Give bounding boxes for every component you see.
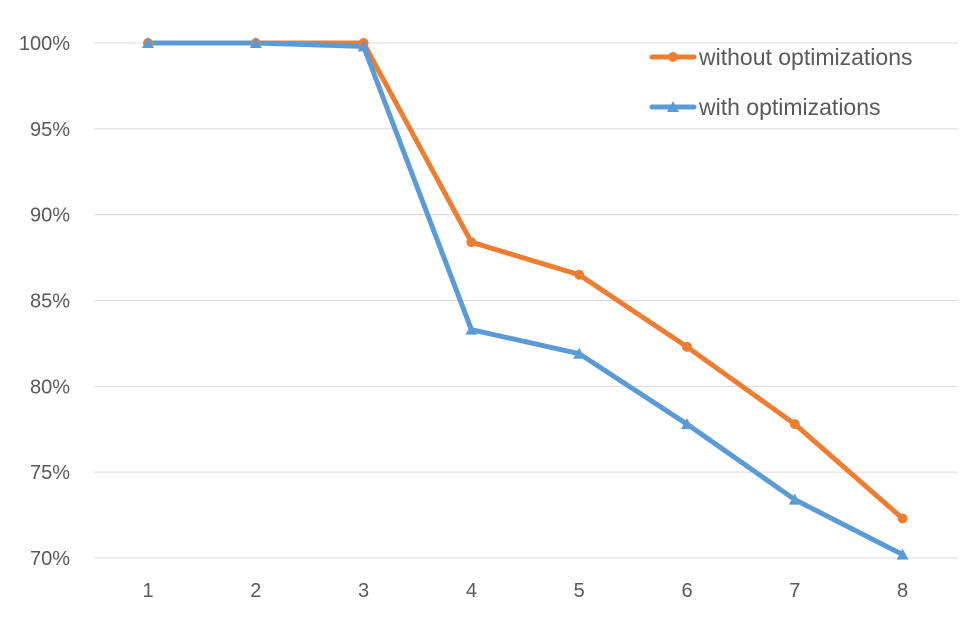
series-markers — [142, 37, 909, 560]
x-tick-label: 8 — [897, 580, 908, 602]
data-point — [142, 37, 154, 48]
data-point — [574, 269, 585, 280]
y-tick-label: 75% — [30, 462, 70, 484]
data-point — [682, 341, 692, 352]
legend-marker — [667, 101, 679, 112]
data-point — [788, 493, 801, 505]
x-axis-tick-labels: 1 2 3 4 5 6 7 8 — [142, 580, 908, 602]
data-point — [681, 418, 693, 430]
data-point — [896, 548, 909, 560]
data-point — [357, 40, 370, 52]
data-point — [466, 237, 477, 248]
x-tick-label: 5 — [574, 580, 585, 602]
series-line — [145, 40, 906, 558]
legend-marker — [668, 52, 678, 62]
x-tick-label: 3 — [358, 580, 369, 602]
data-point — [573, 347, 586, 359]
legend-label: with optimizations — [698, 94, 881, 120]
legend-label: without optimizations — [698, 44, 913, 70]
y-tick-label: 90% — [30, 205, 70, 227]
legend: without optimizations with optimizations — [649, 44, 913, 120]
y-tick-label: 70% — [30, 548, 70, 570]
x-tick-label: 2 — [250, 580, 261, 602]
y-axis-tick-labels: 100% 95% 90% 85% 80% 75% 70% — [19, 33, 70, 570]
y-tick-label: 100% — [19, 33, 70, 55]
gridlines — [94, 42, 958, 559]
series-lines — [145, 40, 906, 558]
data-point — [465, 323, 478, 335]
data-point — [249, 37, 262, 48]
y-tick-label: 80% — [30, 376, 70, 398]
x-tick-label: 4 — [466, 580, 477, 602]
x-tick-label: 7 — [789, 580, 800, 602]
data-point — [897, 513, 908, 524]
y-tick-label: 95% — [30, 119, 70, 141]
x-tick-label: 6 — [681, 580, 692, 602]
data-point — [789, 419, 800, 430]
y-tick-label: 85% — [30, 291, 70, 313]
x-tick-label: 1 — [142, 580, 153, 602]
